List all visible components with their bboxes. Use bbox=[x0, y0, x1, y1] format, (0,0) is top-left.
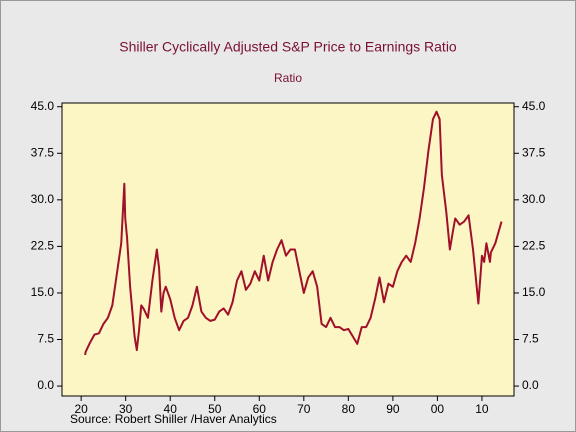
plot-area bbox=[61, 102, 515, 397]
y2-tick-label: 7.5 bbox=[522, 332, 539, 346]
y-tick-label: 22.5 bbox=[31, 239, 55, 253]
y2-tick-label: 37.5 bbox=[522, 145, 546, 159]
y-tick-label: 45.0 bbox=[31, 99, 55, 113]
chart-subtitle: Ratio bbox=[274, 71, 302, 85]
x-tick-label: 60 bbox=[253, 402, 267, 416]
x-tick-label: 80 bbox=[342, 402, 356, 416]
y-tick-label: 30.0 bbox=[31, 192, 55, 206]
x-tick-label: 70 bbox=[297, 402, 311, 416]
data-line bbox=[84, 110, 503, 356]
x-tick-label: 50 bbox=[208, 402, 222, 416]
y2-tick-label: 22.5 bbox=[522, 239, 546, 253]
y-tick-label: 0.0 bbox=[37, 378, 54, 392]
x-tick-label: 20 bbox=[74, 402, 88, 416]
source-note: Source: Robert Shiller /Haver Analytics bbox=[70, 412, 277, 426]
y2-tick-label: 0.0 bbox=[522, 378, 539, 392]
chart-title: Shiller Cyclically Adjusted S&P Price to… bbox=[119, 39, 457, 55]
x-tick-label: 10 bbox=[475, 402, 489, 416]
x-tick-label: 30 bbox=[119, 402, 133, 416]
y-tick-label: 15.0 bbox=[31, 285, 55, 299]
y2-tick-label: 45.0 bbox=[522, 99, 546, 113]
y2-tick-label: 15.0 bbox=[522, 285, 546, 299]
y-tick-label: 7.5 bbox=[37, 332, 54, 346]
y2-tick-label: 30.0 bbox=[522, 192, 546, 206]
y-tick-label: 37.5 bbox=[31, 145, 55, 159]
x-tick-label: 40 bbox=[164, 402, 178, 416]
x-tick-label: 90 bbox=[386, 402, 400, 416]
x-tick-label: 00 bbox=[431, 402, 445, 416]
